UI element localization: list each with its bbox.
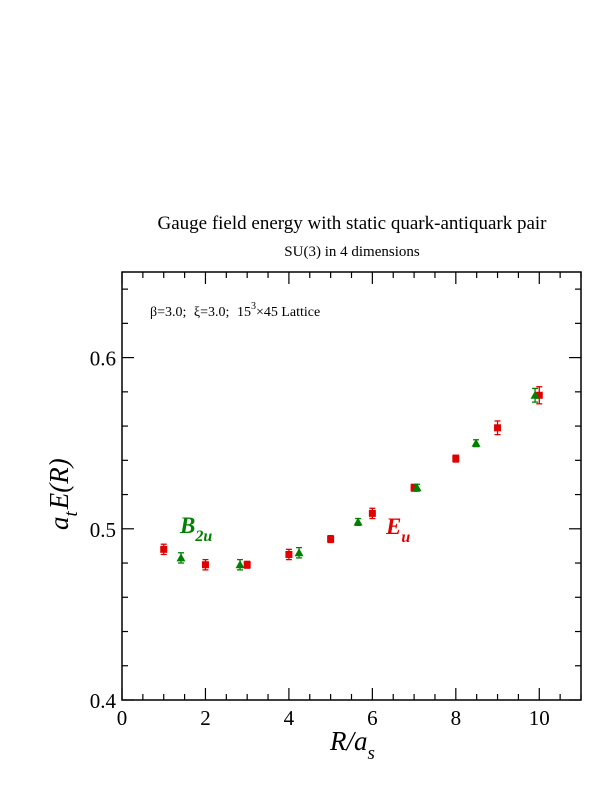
data-point	[353, 517, 363, 526]
legend-eu: Eu	[385, 514, 410, 546]
y-tick-label: 0.4	[90, 689, 117, 713]
x-axis-label-sub: s	[368, 743, 375, 764]
y-axis-label-rest: E(R)	[44, 458, 74, 510]
y-axis-label-sub: t	[61, 511, 82, 517]
legend-b2u-sub: 2u	[194, 528, 212, 545]
data-point	[285, 550, 293, 558]
annotation-beta: β=3.0;	[150, 305, 186, 320]
annotation-lattice-rest: ×45 Lattice	[256, 305, 320, 320]
x-tick-label: 10	[529, 706, 550, 730]
axis-tick-labels: 0 2 4 6 8 10 0.4 0.5 0.6	[90, 347, 550, 730]
data-point	[494, 424, 502, 432]
annotation-lattice-exp: 3	[251, 301, 256, 312]
x-axis-label-main: R/a	[329, 726, 368, 756]
annotation-xi: ξ=3.0;	[194, 305, 230, 320]
x-axis-label: R/as	[329, 726, 375, 764]
data-point	[160, 545, 168, 553]
legend-eu-sub: u	[401, 529, 410, 546]
x-tick-label: 8	[451, 706, 462, 730]
y-tick-label: 0.6	[90, 347, 116, 371]
series-layer	[160, 386, 543, 571]
plot-frame	[121, 271, 582, 701]
series-triangle	[176, 387, 540, 571]
data-point	[201, 561, 209, 569]
legend-eu-name: E	[385, 514, 401, 539]
data-point	[530, 390, 540, 399]
x-tick-label: 2	[200, 706, 211, 730]
data-point	[410, 484, 418, 492]
x-tick-label: 0	[117, 706, 128, 730]
axis-ticks	[121, 272, 582, 701]
x-tick-label: 6	[367, 706, 378, 730]
annotation-lattice-base: 15	[237, 305, 251, 320]
data-point	[327, 535, 335, 543]
data-point	[452, 455, 460, 463]
y-axis-label: atE(R)	[44, 458, 82, 530]
series-square	[160, 386, 543, 571]
chart-title: Gauge field energy with static quark-ant…	[157, 213, 547, 234]
chart-subtitle: SU(3) in 4 dimensions	[284, 244, 420, 260]
legend-b2u: B2u	[179, 513, 212, 545]
y-tick-label: 0.5	[90, 518, 116, 542]
legend-b2u-name: B	[179, 513, 195, 538]
data-point	[294, 548, 304, 557]
data-point	[368, 509, 376, 517]
lattice-annotation: β=3.0; ξ=3.0; 153×45 Lattice	[150, 301, 320, 320]
y-axis-label-a: a	[44, 517, 74, 531]
data-point	[243, 561, 251, 569]
data-point	[535, 391, 543, 399]
data-point	[412, 483, 422, 492]
data-point	[176, 553, 186, 562]
x-tick-label: 4	[284, 706, 295, 730]
data-point	[235, 560, 245, 569]
data-point	[471, 438, 481, 447]
